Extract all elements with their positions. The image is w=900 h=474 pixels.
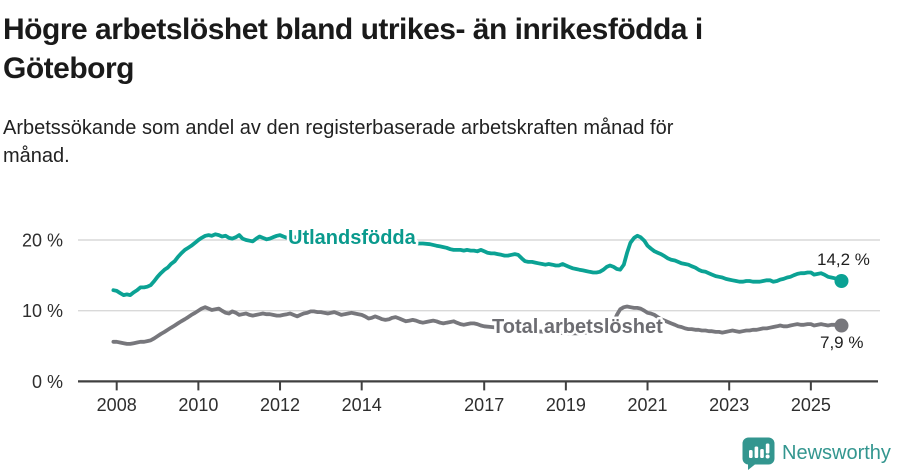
x-tick-label: 2017: [464, 395, 504, 415]
series-end-value-label: 7,9 %: [820, 333, 863, 352]
series-end-dot: [834, 318, 849, 333]
speech-bubble-bar-chart-icon: [742, 437, 775, 470]
x-tick-label: 2021: [628, 395, 668, 415]
newsworthy-logo: Newsworthy: [741, 436, 891, 471]
y-tick-label: 20 %: [22, 231, 63, 251]
series-label: Utlandsfödda: [288, 227, 417, 249]
series-line-utlandsfodda: [111, 232, 844, 297]
series-end-dot: [834, 274, 849, 289]
chart-subtitle: Arbetssökande som andel av den registerb…: [3, 117, 674, 167]
x-tick-label: 2010: [178, 395, 218, 415]
series-end-value-label: 14,2 %: [817, 250, 870, 269]
line-chart: 0 % 10 % 20 % 2008 2010 2012 2014 2017 2019 2021 2…: [22, 225, 880, 415]
chart-title: Högre arbetslöshet bland utrikes- än inr…: [3, 13, 703, 85]
x-tick-label: 2012: [260, 395, 300, 415]
x-tick-label: 2014: [342, 395, 382, 415]
series-line-total-arbetsloshet: [111, 304, 844, 346]
x-tick-label: 2008: [97, 395, 137, 415]
x-tick-label: 2019: [546, 395, 586, 415]
y-tick-label: 0 %: [32, 372, 63, 392]
series-label: Total arbetslöshet: [492, 316, 663, 338]
x-tick-label: 2025: [791, 395, 831, 415]
y-tick-label: 10 %: [22, 301, 63, 321]
x-tick-label: 2023: [709, 395, 749, 415]
newsworthy-brand-text: Newsworthy: [782, 442, 891, 464]
